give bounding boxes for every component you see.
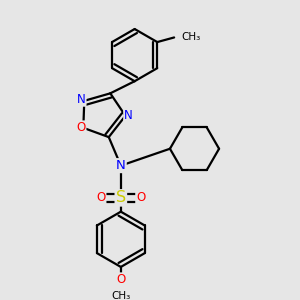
Text: O: O [76,121,86,134]
Text: O: O [116,273,125,286]
Text: CH₃: CH₃ [111,291,130,300]
Text: N: N [77,93,85,106]
Text: N: N [116,159,126,172]
Text: N: N [124,109,133,122]
Text: S: S [116,190,126,206]
Text: CH₃: CH₃ [182,32,201,43]
Text: O: O [136,191,146,204]
Text: O: O [96,191,106,204]
